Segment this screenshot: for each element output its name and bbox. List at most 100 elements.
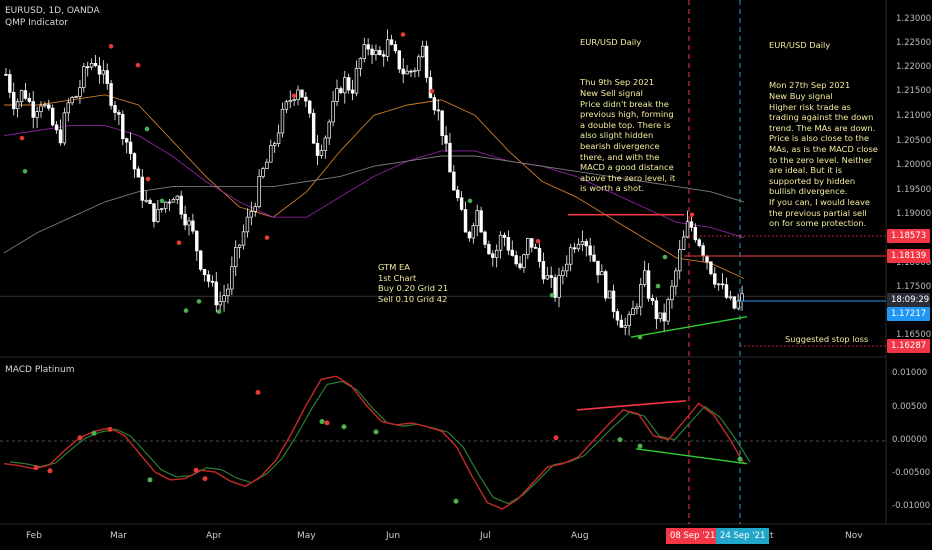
candle-body bbox=[319, 150, 324, 156]
candle-body bbox=[662, 312, 666, 322]
moving-average-line bbox=[4, 94, 745, 279]
candle-body bbox=[740, 293, 744, 302]
buy-signal-dot bbox=[467, 198, 473, 204]
macd-sell-dot bbox=[255, 389, 261, 395]
sell-signal-dot bbox=[291, 93, 297, 99]
macd-panel-title: MACD Platinum bbox=[5, 365, 75, 375]
candle-body bbox=[234, 247, 238, 268]
candle-body bbox=[198, 250, 203, 270]
candle-body bbox=[716, 283, 721, 286]
x-tick-mar: Mar bbox=[110, 531, 127, 541]
buy-note-title: EUR/USD Daily bbox=[769, 39, 831, 50]
candle-body bbox=[31, 101, 35, 118]
candle-body bbox=[343, 77, 347, 94]
candle-body bbox=[424, 45, 429, 78]
macd-sell-dot bbox=[202, 476, 208, 482]
candle-body bbox=[545, 275, 550, 280]
candle-body bbox=[705, 255, 709, 263]
macd-buy-dot bbox=[373, 429, 379, 435]
candle-body bbox=[530, 238, 534, 248]
candle-body bbox=[681, 236, 686, 250]
price-tick: 1.20500 bbox=[896, 136, 932, 146]
candle-body bbox=[541, 261, 546, 280]
sell-note-title: EUR/USD Daily bbox=[580, 36, 642, 47]
candle-body bbox=[308, 100, 312, 114]
buy-signal-dot bbox=[549, 292, 555, 298]
candle-body bbox=[522, 254, 526, 269]
candle-body bbox=[136, 168, 141, 178]
price-tick: 1.19500 bbox=[896, 185, 932, 195]
candle-body bbox=[471, 225, 476, 239]
sell-signal-dot bbox=[19, 135, 25, 141]
candle-body bbox=[568, 247, 573, 265]
candle-body bbox=[335, 88, 339, 102]
candle-body bbox=[27, 98, 32, 102]
candle-body bbox=[23, 90, 28, 99]
candle-body bbox=[650, 297, 655, 302]
candle-body bbox=[284, 101, 289, 110]
macd-tick: 0.01000 bbox=[892, 368, 928, 378]
candle-body bbox=[642, 270, 647, 285]
date-tag-buy: 24 Sep '21 bbox=[716, 528, 770, 544]
candle-body bbox=[253, 206, 257, 212]
sell-signal-dot bbox=[108, 43, 114, 49]
countdown-tag: 18:09:29 bbox=[887, 293, 930, 307]
buy-signal-dot bbox=[662, 254, 668, 260]
macd-buy-dot bbox=[737, 456, 743, 462]
sell-signal-dot bbox=[429, 88, 435, 94]
x-tick-apr: Apr bbox=[206, 531, 222, 541]
candle-body bbox=[296, 89, 300, 101]
candle-body bbox=[506, 237, 511, 251]
candle-body bbox=[128, 141, 133, 154]
candle-body bbox=[19, 90, 24, 103]
sell-signal-dot bbox=[135, 62, 141, 68]
price-tick: 1.18000 bbox=[896, 258, 932, 268]
candle-body bbox=[191, 220, 195, 232]
candle-body bbox=[607, 290, 612, 299]
x-tick-nov: Nov bbox=[845, 531, 863, 541]
macd-sell-dot bbox=[107, 426, 113, 432]
candle-body bbox=[389, 39, 394, 45]
candle-body bbox=[210, 280, 215, 283]
candle-body bbox=[315, 142, 320, 156]
candle-body bbox=[382, 54, 386, 57]
price-tick: 1.16500 bbox=[896, 330, 932, 340]
candle-body bbox=[491, 253, 495, 258]
price-tick: 1.23000 bbox=[896, 14, 932, 24]
candle-body bbox=[666, 299, 670, 322]
candle-body bbox=[280, 108, 285, 134]
candle-body bbox=[249, 211, 254, 218]
macd-signal-line bbox=[9, 380, 751, 505]
candle-body bbox=[362, 44, 366, 59]
candle-body bbox=[97, 65, 102, 75]
moving-average-line bbox=[3, 155, 745, 254]
candle-body bbox=[54, 124, 59, 131]
price-tag-1.18139: 1.18139 bbox=[887, 249, 930, 263]
candle-body bbox=[374, 50, 378, 56]
candle-body bbox=[627, 314, 631, 327]
candle-body bbox=[444, 135, 448, 144]
indicator-header: QMP Indicator bbox=[5, 18, 68, 28]
candle-body bbox=[405, 70, 409, 75]
x-tick-feb: Feb bbox=[26, 531, 42, 541]
candle-body bbox=[230, 266, 234, 290]
candle-body bbox=[101, 70, 106, 75]
price-tick: 1.17500 bbox=[896, 282, 932, 292]
candle-body bbox=[658, 312, 662, 320]
candle-body bbox=[440, 110, 444, 137]
macd-sell-dot bbox=[324, 420, 330, 426]
candle-body bbox=[206, 274, 211, 282]
candle-body bbox=[510, 249, 514, 256]
candle-body bbox=[674, 270, 678, 287]
candle-body bbox=[167, 201, 172, 204]
buy-signal-note: EUR/USD Daily Mon 27th Sep 2021 New Buy … bbox=[769, 29, 879, 239]
sell-signal-note: EUR/USD Daily Thu 9th Sep 2021 New Sell … bbox=[580, 26, 680, 205]
candle-body bbox=[713, 273, 717, 285]
candle-body bbox=[561, 270, 565, 276]
candle-body bbox=[272, 143, 277, 146]
candle-body bbox=[736, 300, 740, 309]
candle-body bbox=[580, 241, 585, 245]
candle-body bbox=[202, 268, 207, 276]
candle-body bbox=[378, 50, 382, 55]
